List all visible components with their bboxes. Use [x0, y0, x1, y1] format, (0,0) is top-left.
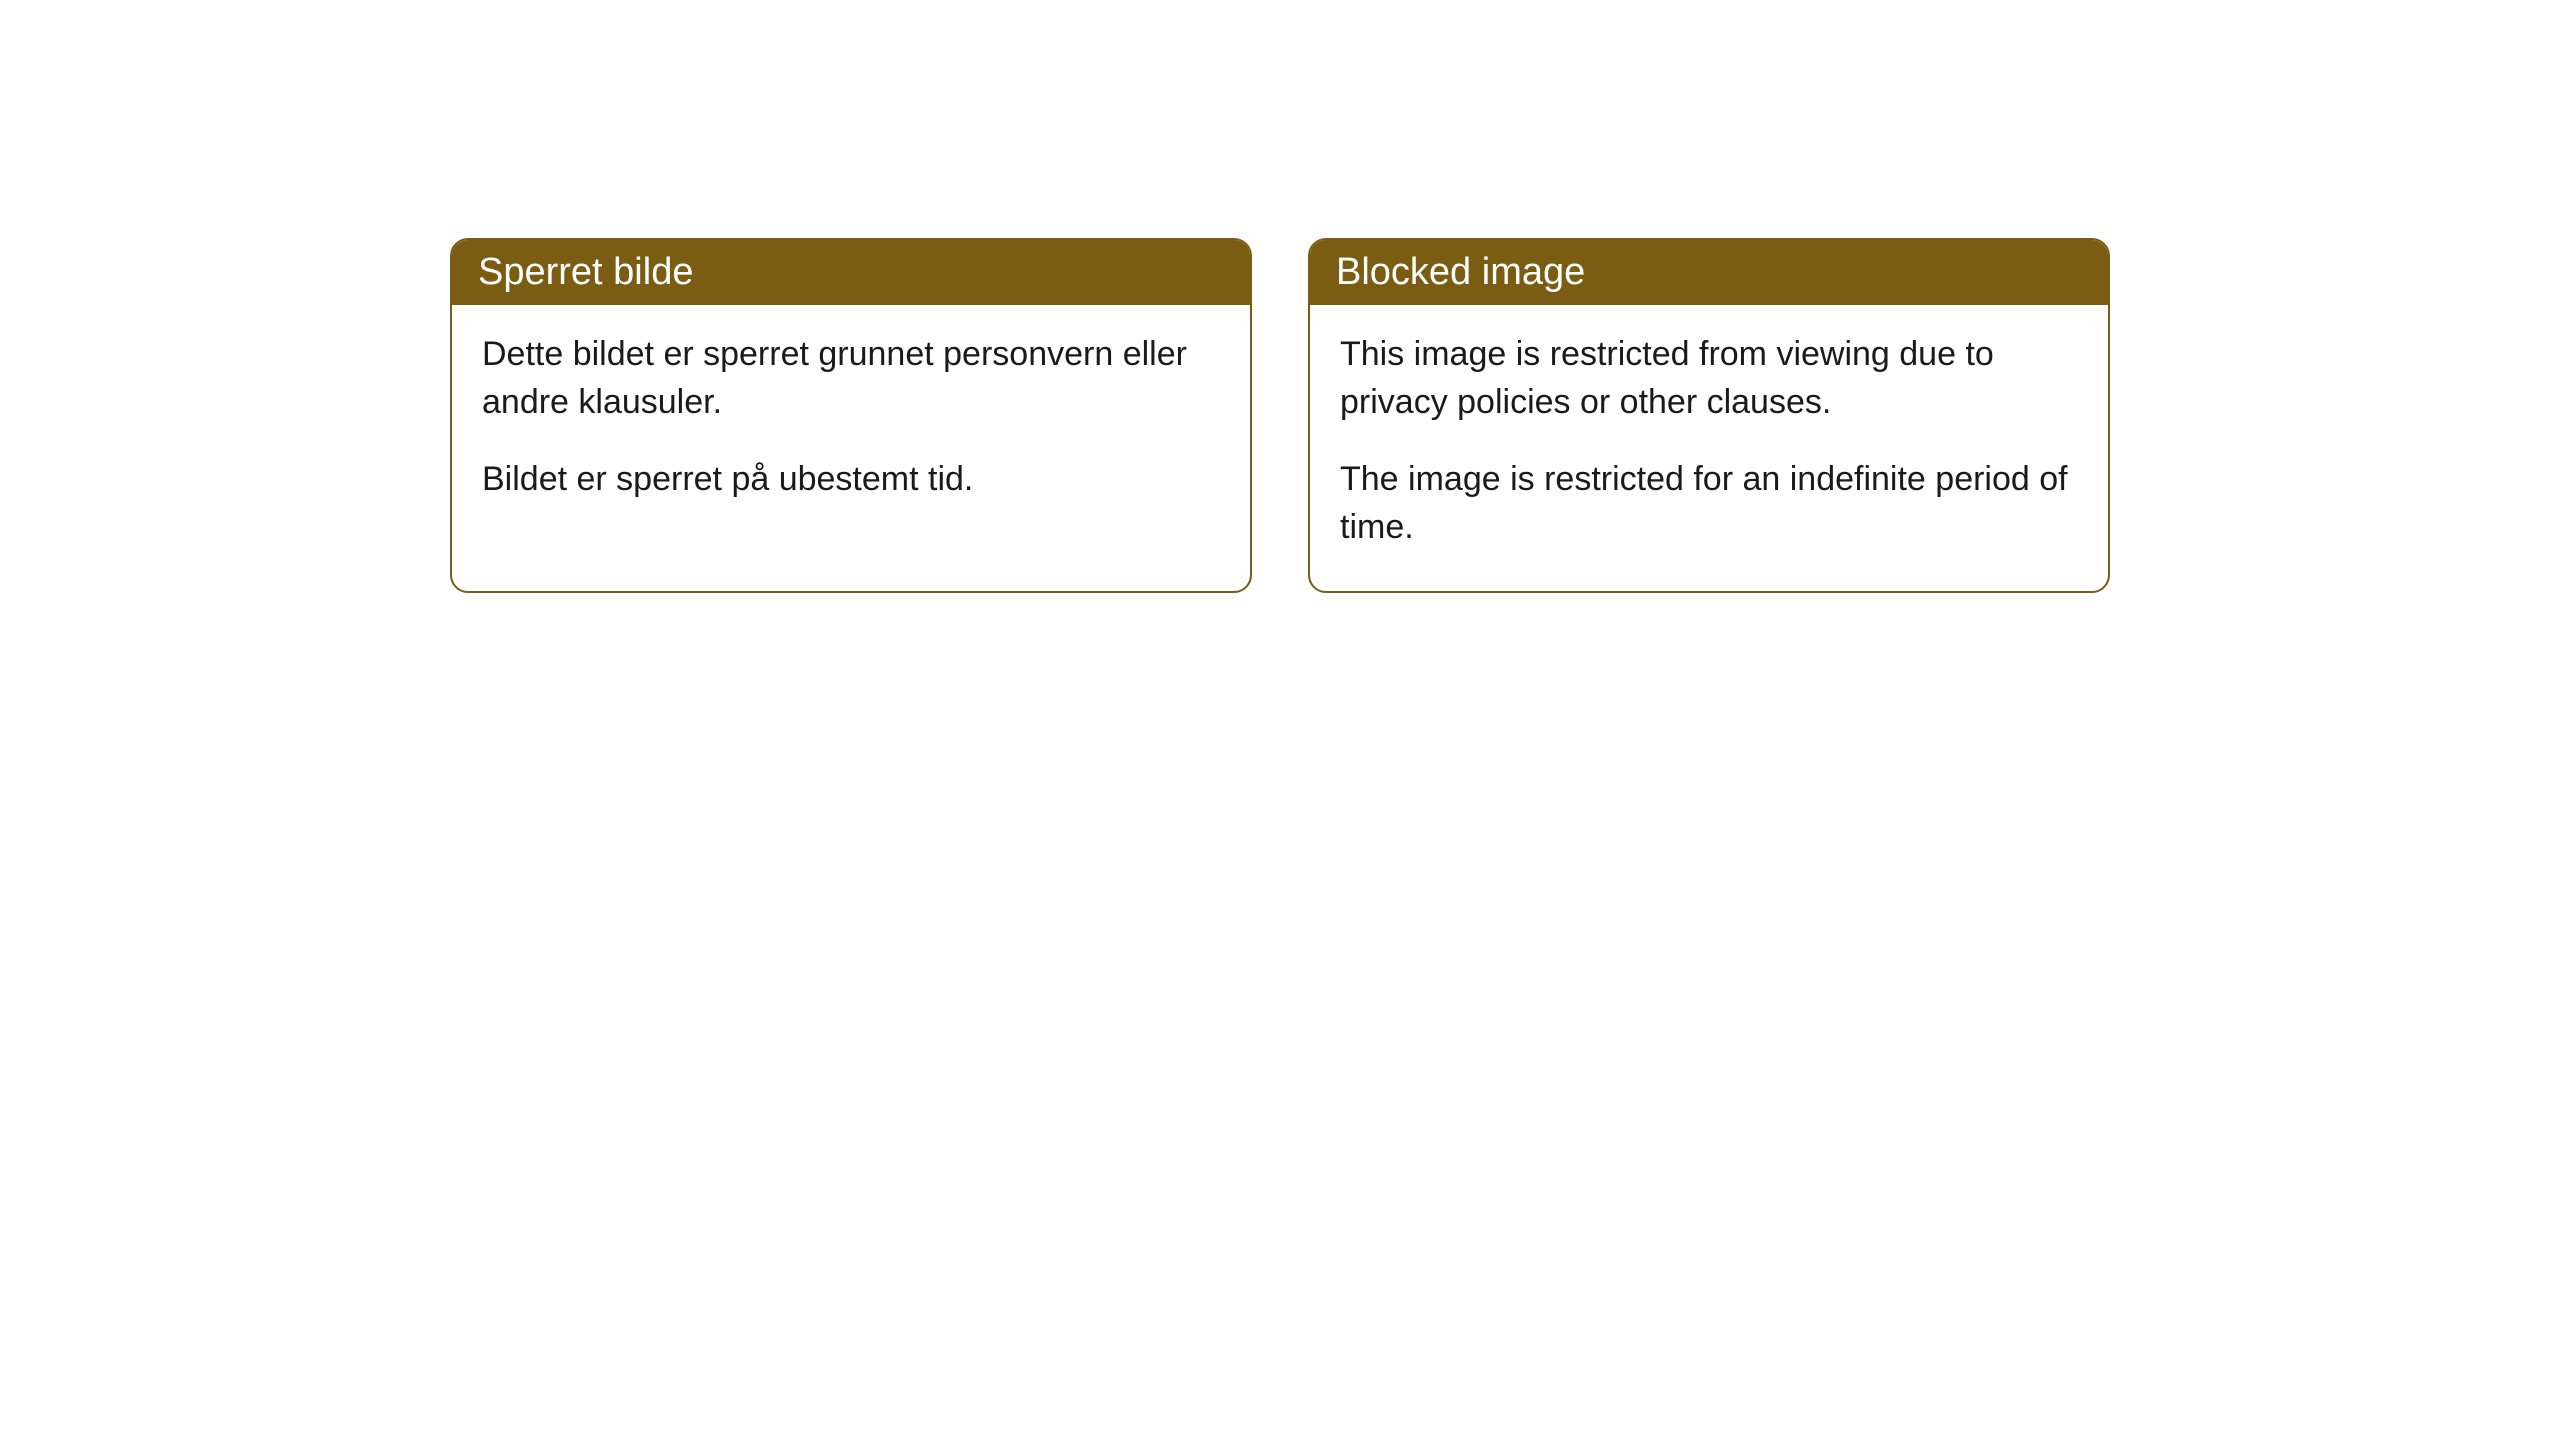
notice-text-1: This image is restricted from viewing du…: [1340, 331, 2078, 426]
card-title: Sperret bilde: [478, 251, 693, 293]
card-header-english: Blocked image: [1310, 240, 2108, 305]
blocked-image-card-norwegian: Sperret bilde Dette bildet er sperret gr…: [450, 238, 1252, 593]
card-body-english: This image is restricted from viewing du…: [1310, 305, 2108, 591]
notice-text-2: The image is restricted for an indefinit…: [1340, 456, 2078, 551]
notice-text-1: Dette bildet er sperret grunnet personve…: [482, 331, 1220, 426]
card-header-norwegian: Sperret bilde: [452, 240, 1250, 305]
card-body-norwegian: Dette bildet er sperret grunnet personve…: [452, 305, 1250, 544]
card-title: Blocked image: [1336, 251, 1585, 293]
blocked-image-card-english: Blocked image This image is restricted f…: [1308, 238, 2110, 593]
notice-cards-container: Sperret bilde Dette bildet er sperret gr…: [450, 238, 2110, 593]
notice-text-2: Bildet er sperret på ubestemt tid.: [482, 456, 1220, 504]
